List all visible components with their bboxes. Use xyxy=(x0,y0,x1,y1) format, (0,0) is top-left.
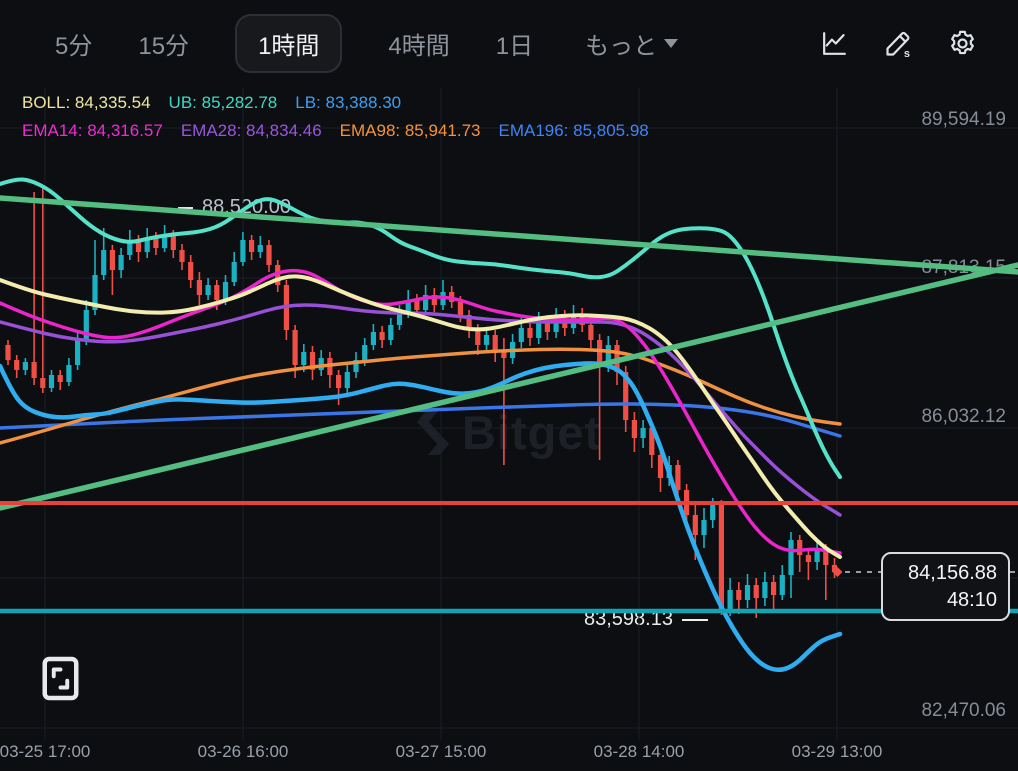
x-axis-label: 03-27 15:00 xyxy=(395,742,487,761)
legend-item-ub: UB: 85,282.78 xyxy=(168,93,278,112)
bitget-watermark: Bitget xyxy=(412,405,601,460)
timeframe-tab[interactable]: 5分 xyxy=(55,26,92,61)
legend-item-ema98: EMA98: 85,941.73 xyxy=(339,121,481,140)
timeframe-tab[interactable]: 15分 xyxy=(138,26,189,61)
chart-type-button[interactable] xyxy=(819,28,850,59)
price-label-low-dash xyxy=(681,618,708,621)
y-axis-label: 86,032.12 xyxy=(921,406,1006,427)
timeframe-tab[interactable]: 1日 xyxy=(496,26,533,61)
fit-scale-icon xyxy=(42,656,79,701)
last-price-box: 84,156.88 48:10 xyxy=(881,552,1010,621)
toolbar-icons: s xyxy=(819,28,1018,60)
watermark-text: Bitget xyxy=(462,406,602,459)
x-axis-label: 03-26 16:00 xyxy=(197,742,289,761)
x-axis-label: 03-28 14:00 xyxy=(593,742,685,761)
timeframe-tab[interactable]: 1時間 xyxy=(235,13,343,73)
legend-row: BOLL: 84,335.54 UB: 85,282.78 LB: 83,388.3… xyxy=(22,93,667,113)
price-label-low-text: 83,598.13 xyxy=(584,608,673,630)
price-label-high-text: 88,520.00 xyxy=(202,196,291,218)
last-price-value: 84,156.88 xyxy=(908,561,997,584)
y-axis-label: 82,470.06 xyxy=(921,700,1006,721)
legend-item-ema14: EMA14: 84,316.57 xyxy=(22,121,163,140)
candle-countdown: 48:10 xyxy=(946,588,997,611)
price-label-high-dash xyxy=(178,206,193,209)
price-label-low: 83,598.13 xyxy=(584,608,708,631)
more-label: もっと xyxy=(585,32,658,60)
legend-item-ema196: EMA196: 85,805.98 xyxy=(498,121,649,140)
reset-scale-button[interactable] xyxy=(41,655,80,702)
x-axis-label: 03-29 13:00 xyxy=(791,742,883,761)
timeframe-tabs: 5分 15分 1時間 4時間 1日 xyxy=(0,13,533,73)
gear-icon xyxy=(951,30,974,54)
indicator-legend: BOLL: 84,335.54 UB: 85,282.78 LB: 83,388.3… xyxy=(22,93,667,149)
bitget-logo-icon xyxy=(416,410,450,455)
price-label-high: 88,520.00 xyxy=(178,196,291,219)
x-axis-label: 03-25 17:00 xyxy=(0,742,91,761)
chevron-down-icon xyxy=(664,38,679,48)
chart-toolbar: 5分 15分 1時間 4時間 1日 もっと s xyxy=(0,0,1018,86)
settings-button[interactable] xyxy=(947,28,978,59)
y-axis-label: 87,813.15 xyxy=(921,257,1006,278)
legend-item-ema28: EMA28: 84,834.46 xyxy=(180,121,322,140)
y-axis-label: 89,594.19 xyxy=(921,109,1006,130)
drawing-tools-button[interactable]: s xyxy=(883,28,914,60)
timeframe-tab[interactable]: 4時間 xyxy=(388,26,449,61)
pencil-draw-icon: s xyxy=(886,31,910,60)
more-timeframes-button[interactable]: もっと xyxy=(579,25,684,62)
line-chart-icon xyxy=(823,31,846,55)
legend-row: EMA14: 84,316.57 EMA28: 84,834.46 EMA98: 8… xyxy=(22,121,667,141)
svg-text:s: s xyxy=(904,48,910,59)
legend-item-lb: LB: 83,388.30 xyxy=(295,93,402,112)
legend-item-boll: BOLL: 84,335.54 xyxy=(22,93,151,112)
